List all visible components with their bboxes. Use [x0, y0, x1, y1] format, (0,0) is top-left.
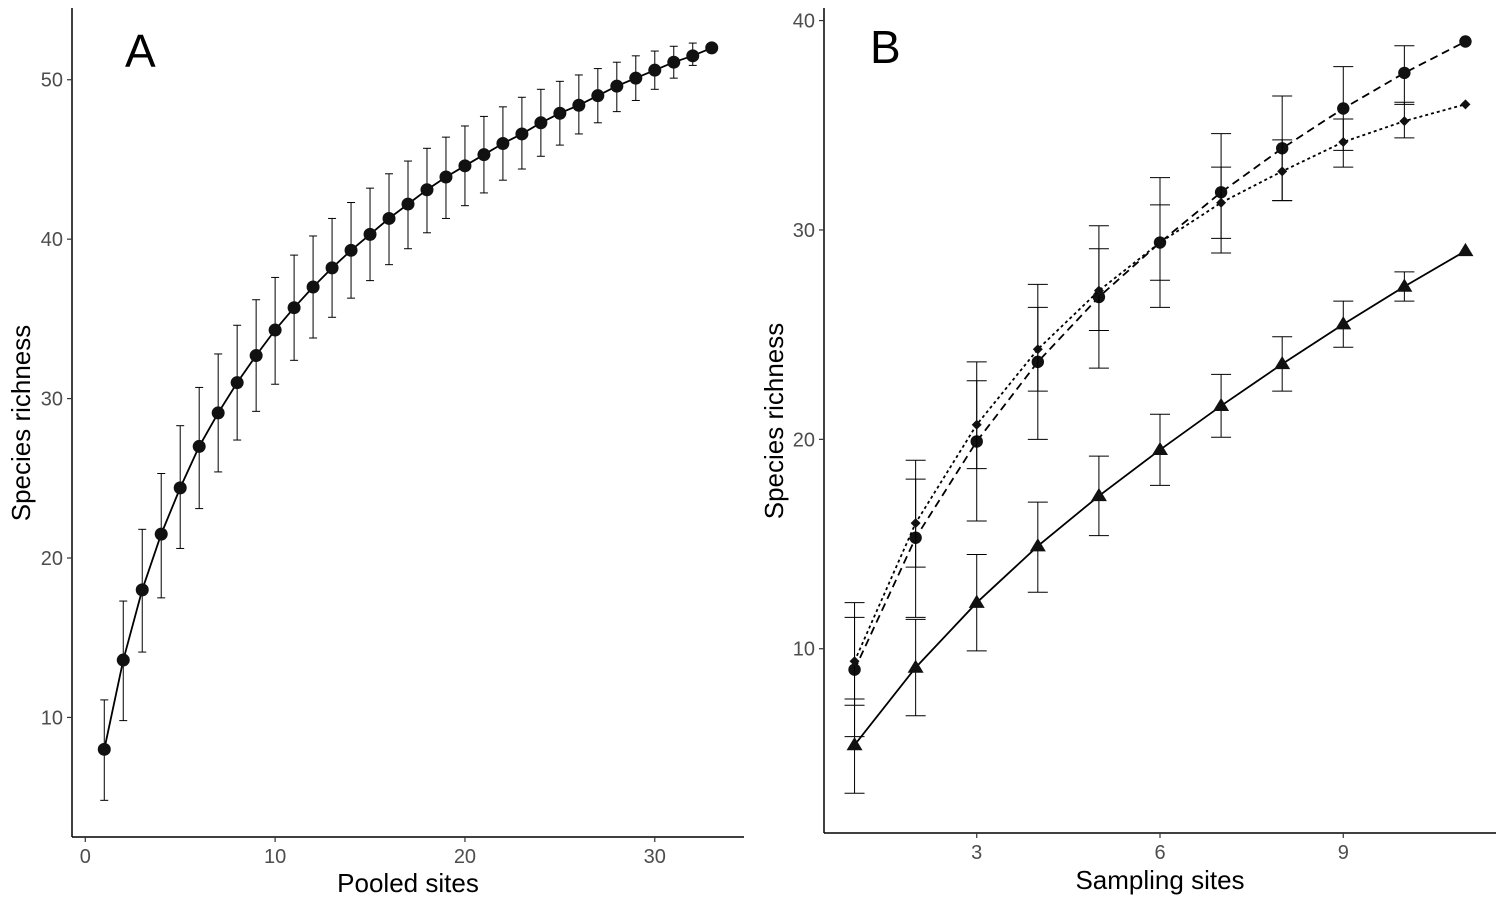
- data-point: [1457, 242, 1474, 257]
- panel-b-x-tick-label: 9: [1338, 842, 1349, 864]
- data-point: [496, 137, 510, 151]
- data-point: [306, 280, 320, 294]
- panel-a-y-tick-label: 50: [41, 70, 63, 92]
- data-point: [230, 376, 244, 390]
- data-point: [249, 349, 263, 363]
- panel-a-y-tick-label: 40: [41, 229, 63, 251]
- panel-a-y-tick-label: 10: [41, 707, 63, 729]
- data-point: [846, 737, 863, 751]
- data-point: [1459, 35, 1472, 48]
- data-point: [910, 518, 921, 529]
- panel-a-y-axis-title: Species richness: [6, 325, 36, 522]
- data-point: [1152, 441, 1168, 456]
- panel-b-y-tick-label: 20: [793, 429, 815, 451]
- series-line: [853, 250, 1466, 746]
- data-point: [629, 71, 643, 85]
- data-point: [287, 301, 301, 315]
- panel-b: B Sampling sites Species richness 3 6 9 10 2…: [759, 8, 1496, 895]
- panel-b-x-tick-label: 6: [1154, 842, 1165, 864]
- data-point: [1277, 166, 1288, 177]
- data-point: [1093, 285, 1104, 296]
- panel-a-y-tick-label: 20: [41, 548, 63, 570]
- data-point: [1090, 487, 1107, 502]
- panel-b-series-2: [844, 99, 1471, 706]
- data-point: [1216, 197, 1227, 208]
- data-point: [849, 656, 860, 667]
- data-point: [968, 594, 985, 608]
- data-point: [1335, 316, 1352, 330]
- data-point: [325, 261, 339, 275]
- panel-a-x-tick-label: 0: [80, 846, 91, 868]
- panel-b-y-tick-label: 30: [793, 220, 815, 242]
- data-point: [420, 183, 434, 197]
- panel-b-x-tick-label: 3: [971, 842, 982, 864]
- panel-a-series-1: [97, 41, 719, 801]
- data-point: [154, 527, 168, 541]
- data-point: [534, 116, 548, 130]
- data-point: [515, 127, 529, 141]
- panel-a-y-tick-label: 30: [41, 389, 63, 411]
- data-point: [1155, 237, 1165, 248]
- data-point: [1213, 397, 1230, 412]
- data-point: [907, 659, 924, 673]
- data-point: [572, 98, 586, 112]
- data-point: [1396, 278, 1413, 292]
- data-point: [363, 227, 377, 241]
- data-point: [971, 419, 982, 430]
- data-point: [610, 79, 624, 93]
- data-point: [458, 159, 472, 173]
- data-point: [1399, 116, 1410, 127]
- data-point: [477, 148, 491, 162]
- panel-a-x-tick-label: 10: [264, 846, 286, 868]
- panel-b-x-axis-title: Sampling sites: [1075, 865, 1244, 895]
- data-point: [705, 41, 719, 55]
- panel-a-x-tick-label: 30: [644, 846, 666, 868]
- data-point: [268, 323, 282, 337]
- panel-b-y-axis-title: Species richness: [759, 323, 789, 520]
- data-point: [135, 583, 149, 597]
- data-point: [344, 243, 358, 257]
- data-point: [648, 63, 662, 77]
- data-point: [591, 89, 605, 103]
- data-point: [382, 211, 396, 225]
- panel-b-letter: B: [870, 21, 901, 73]
- panel-a-letter: A: [125, 25, 156, 77]
- data-point: [553, 106, 567, 120]
- panel-a: A Pooled sites Species richness 0 10 20 30 1…: [6, 8, 744, 898]
- series-line: [853, 40, 1466, 671]
- series-line: [103, 47, 713, 750]
- panel-b-series-3: [844, 242, 1474, 794]
- panel-a-x-tick-label: 20: [454, 846, 476, 868]
- panel-b-series-1: [844, 35, 1472, 738]
- data-point: [192, 439, 206, 453]
- data-point: [667, 55, 681, 69]
- data-point: [116, 653, 130, 667]
- data-point: [97, 742, 111, 756]
- data-point: [1398, 66, 1411, 80]
- data-point: [439, 170, 453, 184]
- data-point: [1032, 344, 1043, 355]
- data-point: [1460, 99, 1471, 110]
- data-point: [1274, 355, 1291, 370]
- panel-b-y-tick-label: 10: [793, 639, 815, 661]
- panel-b-y-tick-label: 40: [793, 11, 815, 33]
- series-line: [853, 103, 1466, 662]
- data-point: [173, 481, 187, 495]
- data-point: [1338, 137, 1349, 148]
- data-point: [1029, 538, 1046, 552]
- data-point: [686, 49, 700, 63]
- data-point: [401, 197, 415, 211]
- panel-a-x-axis-title: Pooled sites: [337, 868, 479, 898]
- data-point: [211, 406, 225, 420]
- data-point: [1337, 102, 1350, 115]
